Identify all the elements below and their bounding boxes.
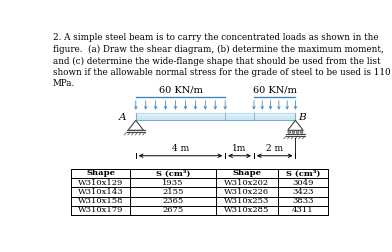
Text: 4 m: 4 m [172, 144, 189, 153]
Text: W310x158: W310x158 [78, 197, 123, 205]
Text: 2155: 2155 [162, 188, 184, 196]
Circle shape [292, 131, 295, 134]
Polygon shape [288, 120, 303, 130]
Text: 3049: 3049 [292, 179, 314, 187]
Text: Shape: Shape [232, 169, 261, 177]
Text: S (cm³): S (cm³) [286, 169, 320, 177]
Text: 4311: 4311 [292, 206, 314, 214]
Text: 2675: 2675 [162, 206, 183, 214]
Text: W310x179: W310x179 [78, 206, 123, 214]
Text: W310x226: W310x226 [224, 188, 269, 196]
Bar [71, 169, 328, 215]
Text: 2365: 2365 [162, 197, 183, 205]
Circle shape [296, 131, 299, 134]
Text: W310x129: W310x129 [78, 179, 123, 187]
Bar [136, 113, 296, 120]
Text: 60 KN/m: 60 KN/m [159, 86, 202, 95]
Circle shape [300, 131, 303, 134]
Text: W310x202: W310x202 [224, 179, 269, 187]
Text: 1935: 1935 [162, 179, 184, 187]
Text: Shape: Shape [86, 169, 115, 177]
Text: 3423: 3423 [292, 188, 314, 196]
Text: A: A [119, 113, 127, 122]
Text: 60 KN/m: 60 KN/m [253, 86, 297, 95]
Text: W310x253: W310x253 [224, 197, 269, 205]
Circle shape [288, 131, 290, 134]
Polygon shape [128, 120, 143, 130]
Text: W310x285: W310x285 [224, 206, 269, 214]
Text: 3833: 3833 [292, 197, 314, 205]
Text: S (cm³): S (cm³) [156, 169, 190, 177]
Text: B: B [299, 113, 306, 122]
Text: 1m: 1m [232, 144, 247, 153]
Text: 2 m: 2 m [266, 144, 283, 153]
Bar [136, 113, 295, 116]
Text: 2. A simple steel beam is to carry the concentrated loads as shown in the
figure: 2. A simple steel beam is to carry the c… [53, 33, 390, 88]
Text: W310x143: W310x143 [78, 188, 123, 196]
